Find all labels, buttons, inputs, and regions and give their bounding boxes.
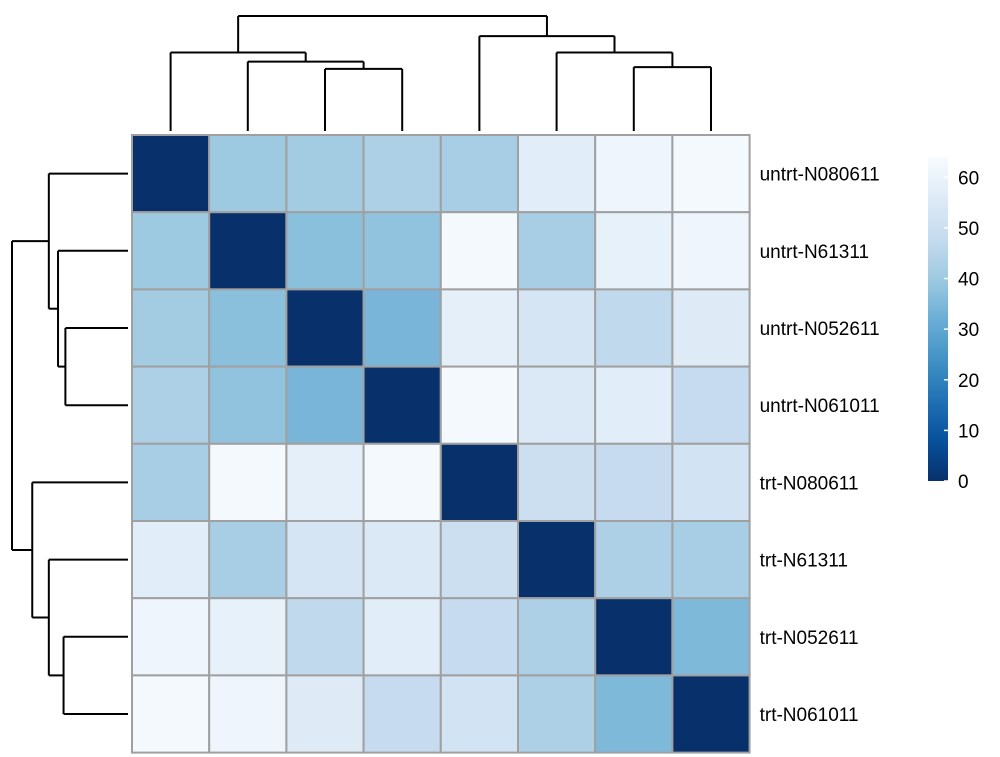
heatmap-cell bbox=[285, 674, 365, 754]
heatmap-cell bbox=[208, 134, 288, 214]
heatmap-cell bbox=[594, 365, 674, 445]
heatmap-cell bbox=[671, 134, 751, 214]
heatmap-cell bbox=[517, 674, 597, 754]
heatmap-cell bbox=[131, 520, 211, 600]
heatmap-cell bbox=[131, 597, 211, 677]
heatmap-cell bbox=[439, 288, 519, 368]
row-label: trt-N061011 bbox=[760, 705, 859, 726]
heatmap-cell bbox=[285, 520, 365, 600]
heatmap-cell bbox=[131, 442, 211, 522]
heatmap-cell bbox=[208, 520, 288, 600]
heatmap-cell bbox=[517, 597, 597, 677]
heatmap-cell bbox=[362, 442, 442, 522]
heatmap-cell bbox=[285, 211, 365, 291]
row-label: untrt-N061011 bbox=[760, 396, 880, 417]
legend-tick-label: 0 bbox=[958, 472, 969, 493]
row-dendrogram bbox=[11, 172, 128, 715]
heatmap-cell bbox=[594, 597, 674, 677]
heatmap-cell bbox=[362, 365, 442, 445]
heatmap-cell bbox=[439, 134, 519, 214]
heatmap-cell bbox=[517, 211, 597, 291]
column-dendrogram bbox=[169, 15, 712, 131]
row-label: untrt-N080611 bbox=[760, 165, 880, 186]
heatmap-cell bbox=[671, 288, 751, 368]
legend-tick-label: 50 bbox=[958, 219, 979, 240]
heatmap-cell bbox=[208, 597, 288, 677]
heatmap-cell bbox=[439, 365, 519, 445]
heatmap-cell bbox=[671, 520, 751, 600]
heatmap-cell bbox=[131, 288, 211, 368]
legend-tick-label: 60 bbox=[958, 168, 979, 189]
heatmap-cell bbox=[208, 365, 288, 445]
heatmap-cell bbox=[131, 674, 211, 754]
legend-color-bar bbox=[928, 157, 948, 481]
heatmap-cell bbox=[594, 134, 674, 214]
heatmap-cell bbox=[208, 288, 288, 368]
heatmap-cell bbox=[439, 597, 519, 677]
heatmap-cell bbox=[439, 211, 519, 291]
row-labels: untrt-N080611 untrt-N61311 untrt-N052611 un… bbox=[760, 165, 880, 726]
heatmap-cell bbox=[594, 442, 674, 522]
heatmap-cell bbox=[131, 365, 211, 445]
heatmap-cell bbox=[517, 365, 597, 445]
heatmap-cell bbox=[439, 674, 519, 754]
color-legend: 0 10 20 30 40 50 60 bbox=[928, 157, 979, 493]
heatmap-cell bbox=[594, 288, 674, 368]
heatmap-cell bbox=[131, 211, 211, 291]
heatmap-cell bbox=[439, 520, 519, 600]
heatmap-cell bbox=[285, 134, 365, 214]
legend-tick-label: 30 bbox=[958, 320, 979, 341]
legend-tick-label: 40 bbox=[958, 270, 979, 291]
heatmap-cell bbox=[594, 674, 674, 754]
legend-tick-label: 10 bbox=[958, 421, 979, 442]
legend-tick-label: 20 bbox=[958, 371, 979, 392]
heatmap-cell bbox=[285, 288, 365, 368]
heatmap-cell bbox=[671, 442, 751, 522]
heatmap-cell bbox=[671, 365, 751, 445]
heatmap-cell bbox=[362, 134, 442, 214]
row-label: untrt-N61311 bbox=[760, 242, 870, 263]
row-label: trt-N052611 bbox=[760, 628, 859, 649]
heatmap-cell bbox=[517, 288, 597, 368]
row-label: trt-N61311 bbox=[760, 551, 848, 572]
row-label: trt-N080611 bbox=[760, 473, 859, 494]
heatmap-cell bbox=[439, 442, 519, 522]
heatmap-cell bbox=[362, 211, 442, 291]
heatmap-cell bbox=[208, 442, 288, 522]
heatmap-cell bbox=[594, 520, 674, 600]
heatmap-cells bbox=[131, 134, 751, 754]
heatmap-cell bbox=[594, 211, 674, 291]
row-label: untrt-N052611 bbox=[760, 319, 880, 340]
heatmap-cell bbox=[285, 597, 365, 677]
heatmap-cell bbox=[131, 134, 211, 214]
heatmap-cell bbox=[362, 520, 442, 600]
heatmap-cell bbox=[362, 288, 442, 368]
heatmap-cell bbox=[517, 442, 597, 522]
heatmap-cell bbox=[517, 520, 597, 600]
heatmap-cell bbox=[517, 134, 597, 214]
heatmap-cell bbox=[362, 674, 442, 754]
heatmap-cell bbox=[208, 211, 288, 291]
heatmap-cell bbox=[671, 674, 751, 754]
heatmap-cell bbox=[671, 597, 751, 677]
heatmap-cell bbox=[208, 674, 288, 754]
heatmap-cell bbox=[285, 442, 365, 522]
heatmap-cell bbox=[285, 365, 365, 445]
heatmap-cell bbox=[362, 597, 442, 677]
heatmap-cell bbox=[671, 211, 751, 291]
